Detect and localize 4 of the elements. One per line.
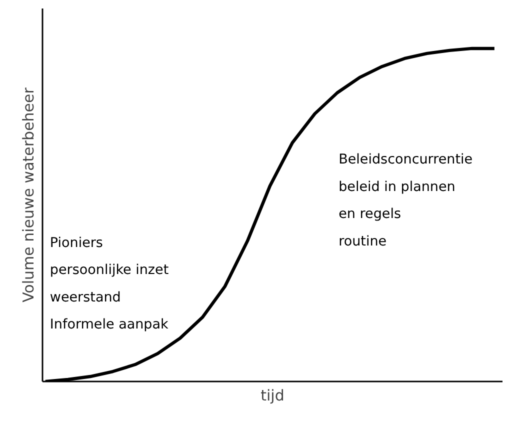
x-axis-title: tijd <box>260 386 284 404</box>
annotation: Beleidsconcurrentie beleid in plannen en regels routine <box>338 152 473 250</box>
annotation: Pioniers persoonlijke inzet weerstand Informele aanpak <box>50 234 169 333</box>
y-axis-title: Volume nieuwe waterbeheer <box>20 86 38 302</box>
